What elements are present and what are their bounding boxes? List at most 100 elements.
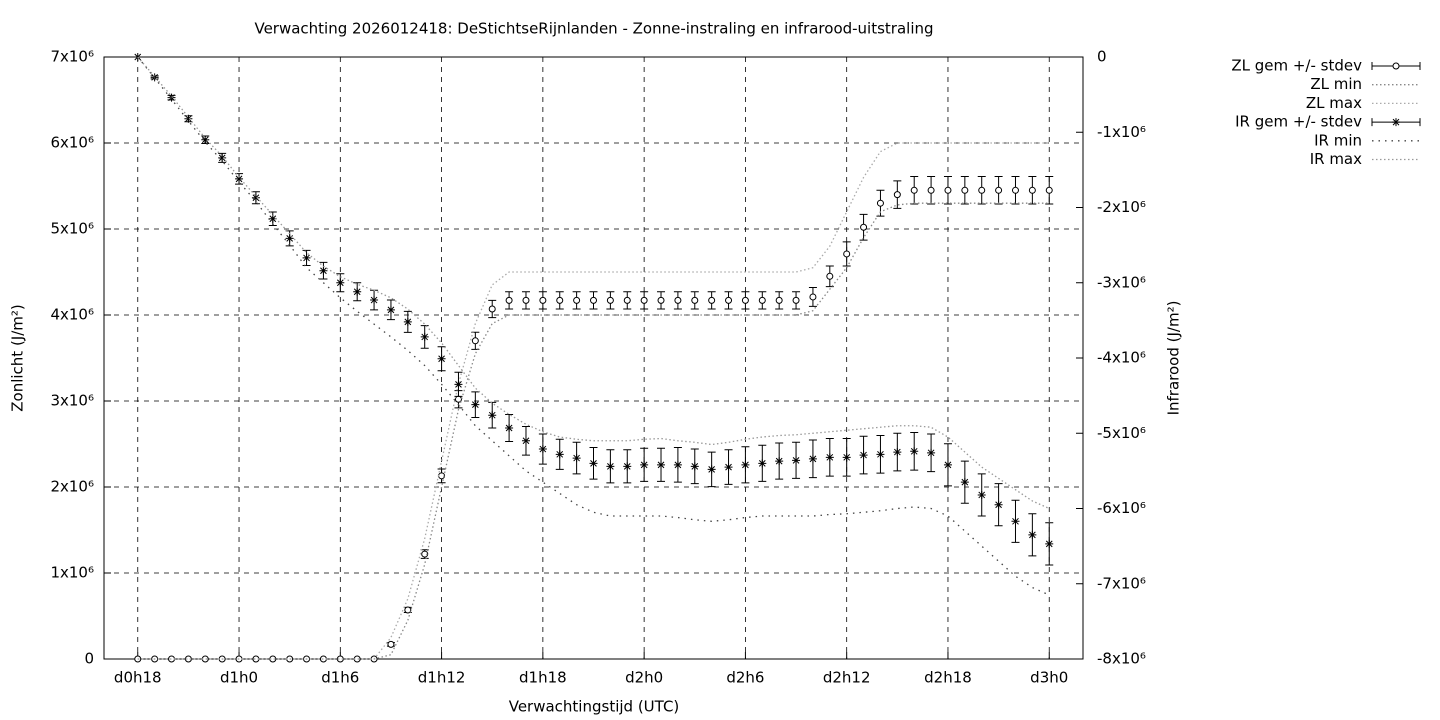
marker <box>623 462 632 471</box>
legend-label: ZL min <box>1310 75 1362 93</box>
marker <box>403 317 412 326</box>
x-tick-label: d3h0 <box>1030 669 1068 687</box>
marker <box>842 453 851 462</box>
marker <box>741 460 750 469</box>
marker <box>370 296 379 305</box>
marker <box>826 272 834 280</box>
marker <box>674 296 682 304</box>
marker <box>286 655 294 663</box>
marker <box>235 174 244 183</box>
marker <box>1045 539 1054 548</box>
x-axis-title: Verwachtingstijd (UTC) <box>509 698 680 716</box>
marker <box>1011 186 1019 194</box>
marker <box>758 459 767 468</box>
y2-tick-label: 0 <box>1097 48 1107 66</box>
marker <box>589 459 598 468</box>
marker <box>218 153 227 162</box>
marker <box>573 296 581 304</box>
marker <box>724 463 733 472</box>
marker <box>725 296 733 304</box>
legend-label: IR min <box>1314 131 1362 149</box>
marker <box>285 234 294 243</box>
marker <box>505 423 514 432</box>
marker <box>893 191 901 199</box>
y-tick-label: 3x10⁶ <box>50 392 94 410</box>
marker <box>792 456 801 465</box>
marker <box>590 296 597 304</box>
marker <box>521 436 530 445</box>
legend-label: ZL gem +/- stdev <box>1231 57 1362 75</box>
marker <box>555 450 564 459</box>
y-tick-label: 0 <box>84 650 94 668</box>
marker <box>421 550 429 558</box>
marker <box>319 266 328 275</box>
legend-marker <box>1392 62 1400 70</box>
marker <box>673 460 682 469</box>
marker <box>522 296 530 304</box>
marker <box>184 655 192 663</box>
marker <box>741 296 749 304</box>
marker <box>758 296 766 304</box>
marker <box>606 462 615 471</box>
x-tick-label: d1h18 <box>519 669 567 687</box>
marker <box>505 296 513 304</box>
marker <box>657 460 666 469</box>
marker <box>167 93 176 102</box>
x-tick-label: d2h12 <box>823 669 871 687</box>
y-tick-label: 1x10⁶ <box>50 564 94 582</box>
y-tick-label: 4x10⁶ <box>50 306 94 324</box>
y-tick-label: 7x10⁶ <box>50 48 94 66</box>
marker <box>488 305 496 313</box>
marker <box>995 186 1003 194</box>
marker <box>437 354 446 363</box>
marker <box>961 186 969 194</box>
y2-axis-title: Infrarood (J/m²) <box>1165 301 1183 416</box>
x-tick-label: d2h18 <box>924 669 972 687</box>
marker <box>538 445 547 454</box>
marker <box>1045 186 1053 194</box>
marker <box>960 478 969 487</box>
legend-label: ZL max <box>1306 94 1362 112</box>
x-tick-label: d1h6 <box>321 669 359 687</box>
marker <box>404 606 412 614</box>
marker <box>471 400 480 409</box>
marker <box>336 278 345 287</box>
marker <box>994 500 1003 509</box>
legend-label: IR gem +/- stdev <box>1235 113 1362 131</box>
marker <box>623 296 631 304</box>
marker <box>251 193 260 202</box>
y2-tick-label: -4x10⁶ <box>1097 349 1146 367</box>
marker <box>944 186 952 194</box>
marker <box>859 451 868 460</box>
y2-tick-label: -7x10⁶ <box>1097 574 1146 592</box>
marker <box>809 293 817 301</box>
marker <box>978 186 986 194</box>
marker <box>1011 517 1020 526</box>
marker <box>690 462 699 471</box>
marker <box>420 332 429 341</box>
y2-tick-label: -3x10⁶ <box>1097 273 1146 291</box>
y-tick-label: 2x10⁶ <box>50 478 94 496</box>
y2-tick-label: -5x10⁶ <box>1097 424 1146 442</box>
marker <box>302 253 311 262</box>
marker <box>556 296 564 304</box>
chart-title: Verwachting 2026012418: DeStichtseRijnla… <box>254 20 933 38</box>
marker <box>707 465 716 474</box>
series-line <box>137 56 1050 596</box>
y-tick-label: 6x10⁶ <box>50 134 94 152</box>
marker <box>640 296 648 304</box>
y2-tick-label: -2x10⁶ <box>1097 198 1146 216</box>
marker <box>876 199 884 207</box>
plot-frame <box>103 56 1084 660</box>
x-tick-label: d1h0 <box>220 669 258 687</box>
y-tick-label: 5x10⁶ <box>50 220 94 238</box>
marker <box>319 655 327 663</box>
marker <box>539 296 547 304</box>
marker <box>927 448 936 457</box>
marker <box>860 223 868 231</box>
marker <box>386 305 395 314</box>
marker <box>708 296 716 304</box>
marker <box>910 447 919 456</box>
series-line <box>137 142 1050 660</box>
legend-marker <box>1392 118 1400 127</box>
